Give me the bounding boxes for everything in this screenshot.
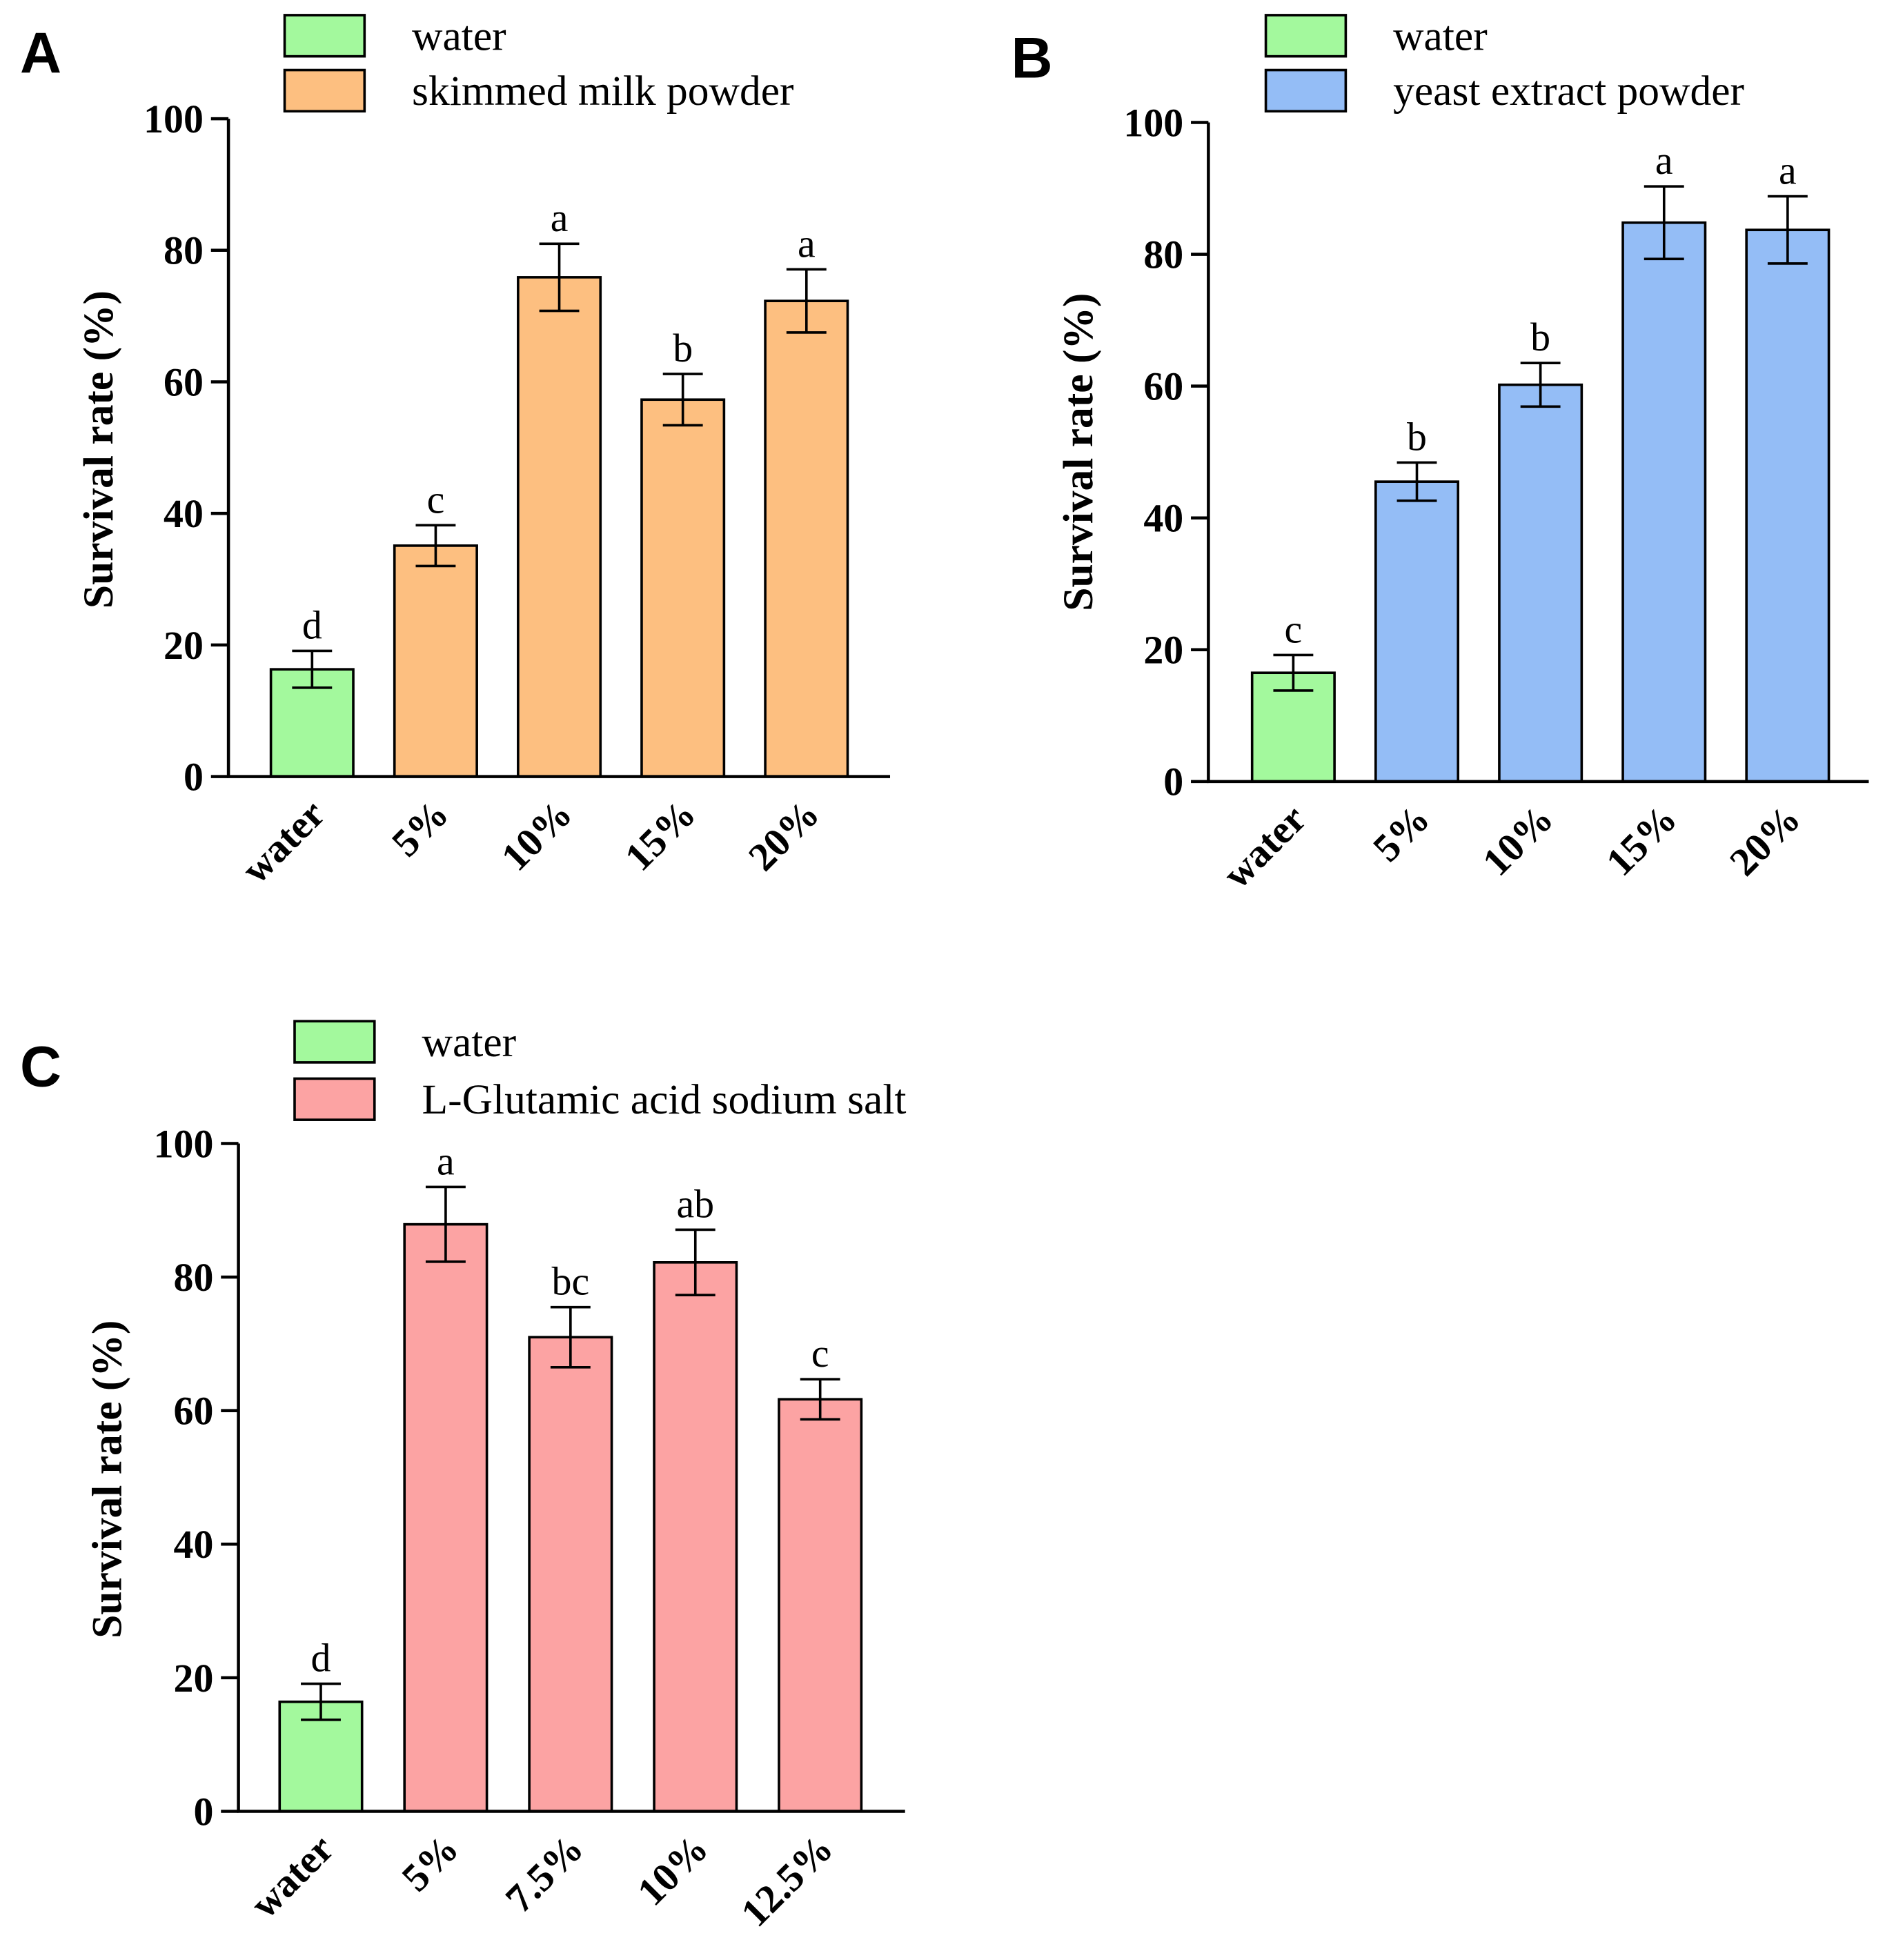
x-tick-label: 20%: [1721, 796, 1809, 884]
bar: [778, 1398, 863, 1813]
y-tick-label: 60: [1143, 364, 1183, 409]
panel-label: B: [1011, 26, 1053, 90]
significance-label: d: [302, 602, 322, 647]
y-tick-label: 0: [184, 754, 204, 799]
y-tick-label: 80: [1143, 232, 1183, 277]
bar: [403, 1222, 488, 1813]
x-tick-label: 15%: [616, 791, 704, 880]
y-tick-label: 80: [174, 1255, 214, 1300]
bar: [1745, 228, 1830, 783]
significance-label: c: [811, 1331, 829, 1376]
y-tick-label: 20: [1143, 628, 1183, 673]
x-tick-label: 15%: [1597, 796, 1686, 884]
y-tick-label: 100: [144, 97, 204, 141]
bar: [653, 1261, 738, 1813]
y-tick-label: 100: [1123, 100, 1183, 145]
legend-swatch: [293, 1077, 376, 1121]
x-tick-label: water: [233, 791, 333, 892]
panel-label: C: [20, 1034, 61, 1098]
significance-label: b: [1407, 414, 1427, 459]
y-tick-label: 60: [164, 359, 204, 404]
panel-label: A: [20, 21, 61, 85]
legend-swatch: [293, 1020, 376, 1064]
bar: [393, 544, 478, 778]
significance-label: a: [551, 195, 569, 240]
significance-label: b: [1530, 315, 1550, 359]
legend-label: yeast extract powder: [1393, 68, 1744, 115]
x-tick-label: 20%: [740, 791, 828, 880]
legend-swatch: [1264, 68, 1348, 113]
significance-label: b: [673, 326, 693, 370]
x-tick-label: 10%: [493, 791, 581, 880]
legend-swatch: [283, 68, 366, 113]
legend-swatch: [283, 14, 366, 58]
bar: [517, 276, 602, 778]
x-tick-label: water: [1214, 796, 1314, 897]
significance-label: a: [437, 1138, 455, 1183]
legend-label: water: [412, 13, 506, 60]
significance-label: a: [798, 221, 816, 266]
y-tick-label: 40: [164, 491, 204, 536]
x-tick-label: 12.5%: [732, 1826, 842, 1936]
y-tick-label: 20: [164, 623, 204, 668]
x-tick-label: 10%: [629, 1826, 717, 1914]
y-tick-label: 100: [154, 1121, 214, 1166]
x-tick-label: 5%: [1364, 796, 1438, 870]
bar: [1621, 221, 1707, 783]
significance-label: a: [1779, 148, 1797, 192]
y-axis-label: Survival rate (%): [83, 1320, 130, 1639]
significance-label: d: [311, 1636, 331, 1681]
y-tick-label: 40: [174, 1522, 214, 1567]
x-tick-label: 7.5%: [497, 1826, 592, 1921]
legend-label: L-Glutamic acid sodium salt: [422, 1076, 907, 1123]
legend-label: skimmed milk powder: [412, 68, 793, 115]
significance-label: ab: [676, 1181, 714, 1226]
y-tick-label: 0: [193, 1789, 213, 1834]
bar: [764, 299, 849, 778]
y-axis-label: Survival rate (%): [1055, 293, 1102, 611]
significance-label: c: [1285, 606, 1303, 651]
y-axis-label: Survival rate (%): [75, 290, 122, 608]
bar: [640, 398, 726, 778]
y-tick-label: 20: [174, 1656, 214, 1701]
y-tick-label: 0: [1163, 760, 1183, 804]
legend-label: water: [1393, 13, 1488, 60]
y-tick-label: 40: [1143, 496, 1183, 541]
y-tick-label: 60: [174, 1389, 214, 1434]
bar: [1374, 480, 1460, 783]
x-tick-label: 5%: [383, 791, 457, 865]
bar: [528, 1336, 613, 1813]
y-tick-label: 80: [164, 228, 204, 273]
bar: [1498, 383, 1583, 783]
x-tick-label: 5%: [393, 1826, 466, 1900]
x-tick-label: water: [241, 1826, 342, 1927]
significance-label: bc: [552, 1259, 590, 1304]
significance-label: c: [427, 477, 445, 522]
legend-label: water: [422, 1019, 517, 1066]
legend-swatch: [1264, 14, 1348, 58]
x-tick-label: 10%: [1474, 796, 1562, 884]
significance-label: a: [1655, 138, 1673, 183]
